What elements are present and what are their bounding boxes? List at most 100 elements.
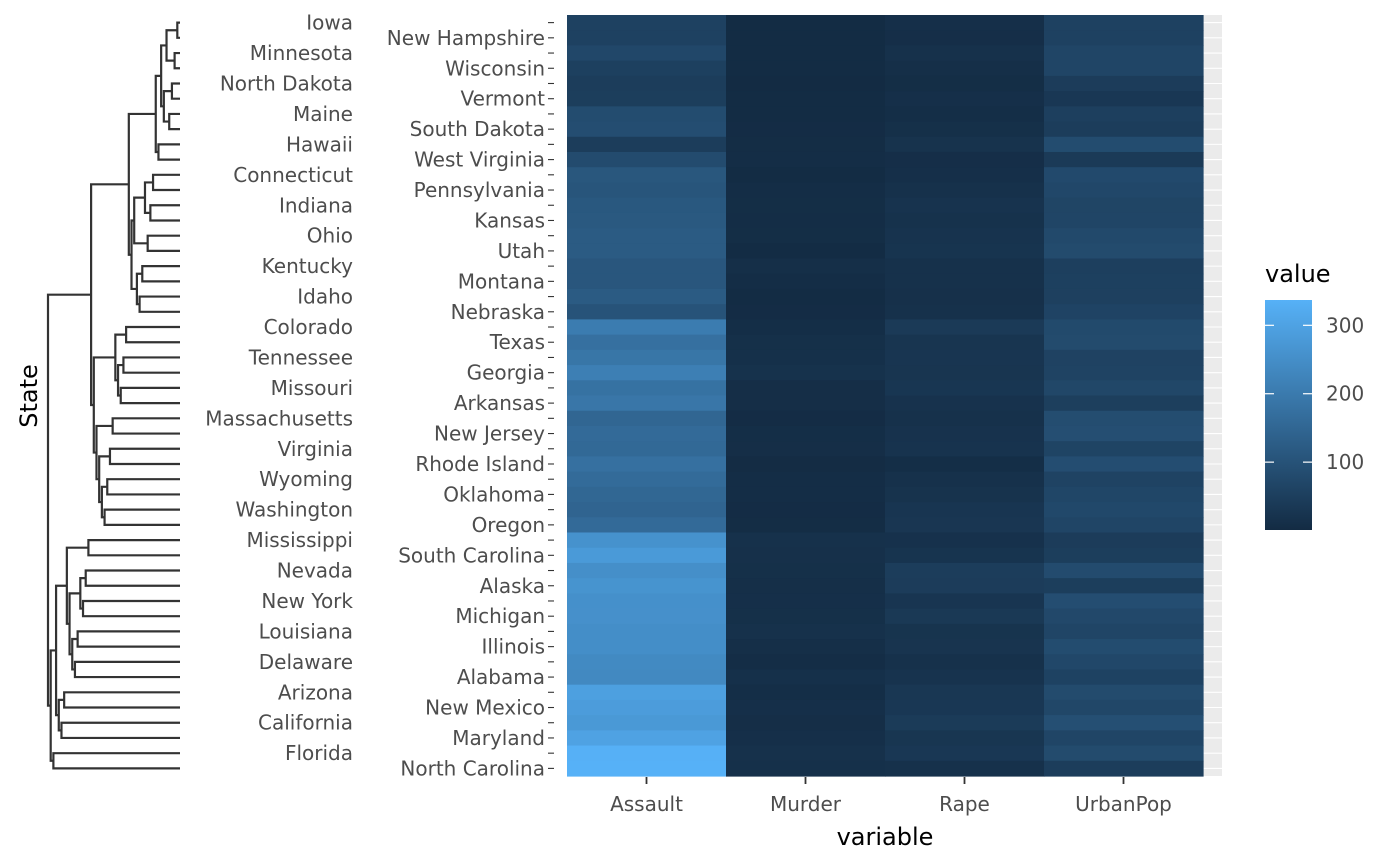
y-tick-label: Massachusetts: [205, 406, 353, 430]
heatmap-cell: [1044, 441, 1204, 457]
heatmap-cell: [726, 304, 886, 320]
y-tick-label: Virginia: [278, 437, 353, 461]
heatmap-cell: [726, 319, 886, 336]
heatmap-cell: [1044, 30, 1204, 47]
heatmap-cell: [726, 639, 886, 655]
heatmap-cell: [726, 502, 886, 518]
heatmap-cell: [726, 699, 886, 716]
x-ticks: Assault Murder Rape UrbanPop: [610, 777, 1172, 816]
heatmap-cell: [885, 623, 1045, 640]
heatmap-cell: [726, 441, 886, 457]
y-tick-label: Oklahoma: [443, 482, 545, 506]
legend-tick-label: 100: [1326, 450, 1364, 474]
heatmap-cell: [1044, 136, 1204, 153]
heatmap-cell: [567, 380, 727, 397]
y-tick-label: North Dakota: [220, 71, 353, 95]
heatmap-cell: [726, 151, 886, 168]
heatmap-cell: [885, 304, 1045, 320]
heatmap-cell: [1044, 471, 1204, 488]
legend-tick-label: 200: [1326, 382, 1364, 406]
heatmap-cell: [885, 75, 1045, 92]
heatmap-cell: [1044, 15, 1204, 31]
y-tick-label: Hawaii: [286, 132, 353, 156]
heatmap-cell: [1044, 456, 1204, 473]
dendrogram-branch: [138, 295, 180, 313]
heatmap-cell: [567, 578, 727, 594]
heatmap-cell: [726, 471, 886, 488]
dendrogram-branch: [114, 333, 127, 382]
heatmap-cell: [1044, 502, 1204, 518]
y-tick-label: South Carolina: [398, 543, 545, 567]
heatmap-cell: [567, 136, 727, 153]
heatmap-cell: [726, 106, 886, 123]
y-tick-label: West Virginia: [414, 148, 545, 172]
dendrogram-branch: [143, 181, 154, 214]
heatmap-cell: [567, 75, 727, 92]
heatmap-cell: [567, 669, 727, 686]
legend-tick-label: 300: [1326, 313, 1364, 337]
heatmap-cell: [726, 395, 886, 412]
heatmap-cell: [1044, 410, 1204, 427]
heatmap-cell: [726, 456, 886, 473]
y-tick-label: Iowa: [306, 11, 353, 35]
y-axis-title: State: [15, 364, 43, 428]
heatmap-cell: [567, 760, 727, 777]
y-tick-label: Ohio: [307, 224, 353, 248]
heatmap-cell: [885, 547, 1045, 564]
heatmap-cell: [1044, 608, 1204, 625]
heatmap-cell: [726, 228, 886, 244]
heatmap-cell: [726, 15, 886, 31]
dendrogram-branch: [116, 363, 124, 397]
dendrogram-branch: [98, 455, 110, 504]
y-tick-label: Tennessee: [248, 345, 353, 369]
heatmap-cell: [726, 760, 886, 777]
heatmap-cell: [567, 502, 727, 518]
y-tick-label: Nevada: [277, 559, 353, 583]
heatmap-cell: [567, 212, 727, 229]
heatmap-cell: [1044, 304, 1204, 320]
y-tick-label: Connecticut: [233, 163, 353, 187]
heatmap-cell: [726, 669, 886, 686]
heatmap-cell: [885, 441, 1045, 457]
heatmap-cell: [567, 547, 727, 564]
heatmap-cell: [567, 15, 727, 31]
y-tick-label: New York: [261, 589, 353, 613]
dendrogram-branch: [162, 90, 172, 123]
x-tick-label: Rape: [939, 792, 990, 816]
y-tick-label: Delaware: [259, 650, 353, 674]
heatmap-cell: [567, 106, 727, 123]
heatmap-cell: [885, 167, 1045, 184]
heatmap-cell: [1044, 151, 1204, 168]
y-tick-label: New Jersey: [434, 422, 545, 446]
y-tick-label: Louisiana: [259, 619, 353, 643]
heatmap-cell: [726, 121, 886, 138]
y-tick-label: Georgia: [467, 361, 545, 385]
heatmap-cell: [885, 30, 1045, 47]
y-tick-label: Arkansas: [454, 391, 545, 415]
heatmap-cell: [726, 167, 886, 184]
color-legend: value 100 200 300: [1265, 260, 1364, 530]
heatmap-cell: [885, 45, 1045, 62]
heatmap-cell: [567, 471, 727, 488]
heatmap-cell: [1044, 334, 1204, 351]
heatmap-cell: [1044, 319, 1204, 336]
dendrogram-branch: [63, 691, 180, 709]
y-tick-label: Indiana: [279, 193, 353, 217]
heatmap-cell: [1044, 532, 1204, 549]
heatmap-cell: [885, 760, 1045, 777]
heatmap-cell: [726, 654, 886, 671]
heatmap-cell: [726, 608, 886, 625]
heatmap-cell: [567, 228, 727, 244]
heatmap-cell: [726, 410, 886, 427]
heatmap-cell: [567, 243, 727, 260]
heatmap-cell: [567, 654, 727, 671]
heatmap-cell: [1044, 639, 1204, 655]
heatmap-cell: [726, 593, 886, 610]
heatmap-cell: [726, 30, 886, 47]
y-tick-label: Pennsylvania: [414, 178, 545, 202]
heatmap-cells: [567, 15, 1204, 777]
heatmap-cell: [1044, 425, 1204, 442]
y-tick-label: Wyoming: [259, 467, 353, 491]
heatmap-cell: [885, 562, 1045, 579]
heatmap-cell: [726, 380, 886, 397]
